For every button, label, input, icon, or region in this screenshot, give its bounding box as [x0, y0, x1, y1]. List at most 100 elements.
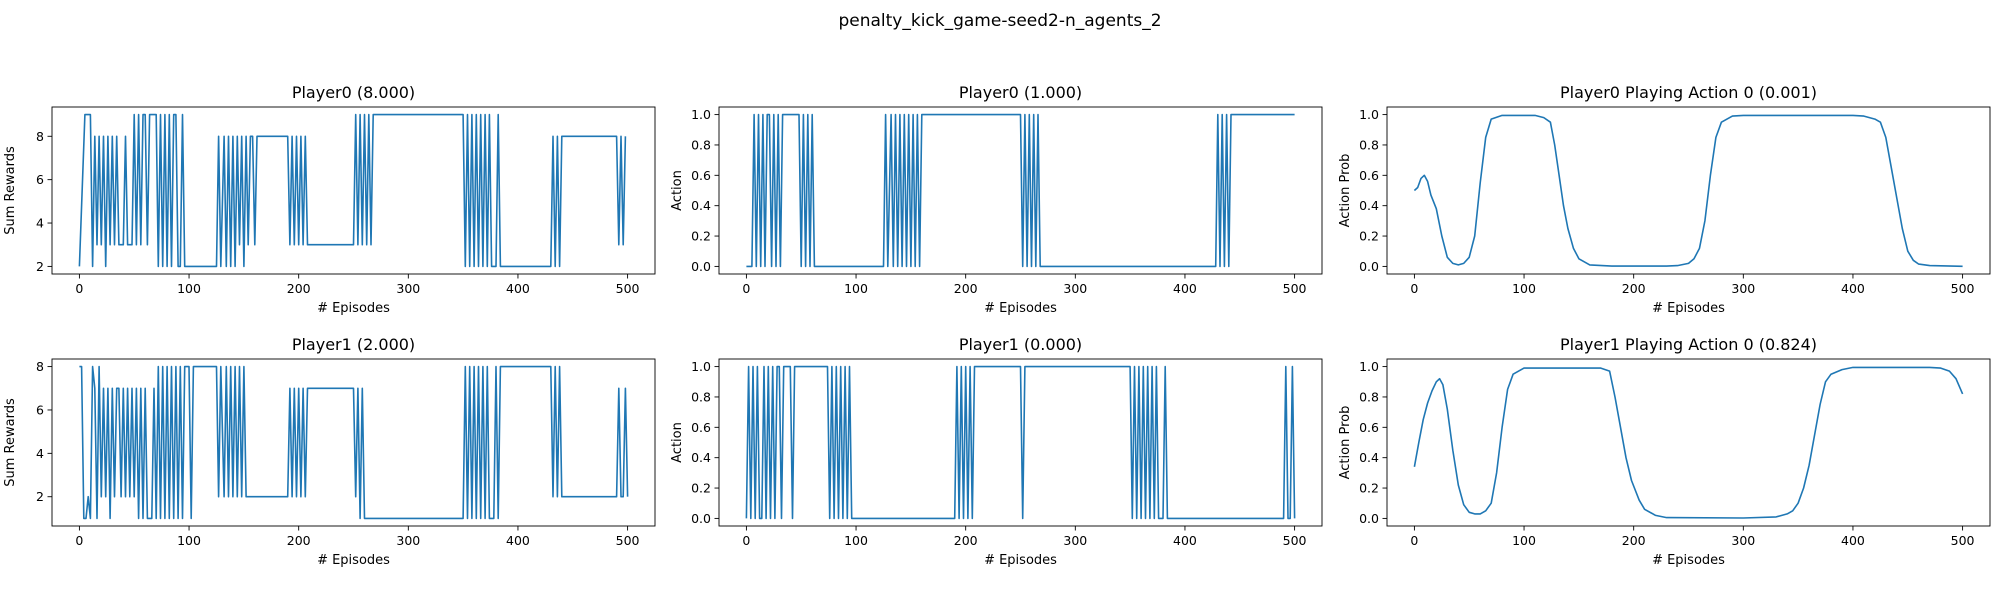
- x-tick-label: 500: [1283, 533, 1307, 548]
- y-tick-label: 0.6: [1359, 168, 1379, 183]
- y-tick-label: 0.0: [1359, 259, 1379, 274]
- y-axis-label: Action Prob: [1338, 406, 1353, 480]
- x-tick-label: 300: [1063, 281, 1087, 296]
- subplot-2: 0 100 200 300 400 500 0.0 0.2 0.4 0.6 0.8 1.0 Player…: [1338, 83, 1991, 316]
- x-tick-label: 200: [1622, 281, 1646, 296]
- series-line: [746, 113, 1295, 268]
- x-axis-label: # Episodes: [1652, 553, 1725, 568]
- y-tick-label: 4: [36, 446, 44, 461]
- y-tick-label: 0.2: [691, 229, 711, 244]
- x-tick-label: 400: [1841, 281, 1865, 296]
- x-tick-label: 100: [844, 281, 868, 296]
- y-tick-label: 0.4: [691, 450, 711, 465]
- y-tick-label: 0.8: [1359, 389, 1379, 404]
- axes-frame: [1386, 358, 1991, 527]
- x-tick-label: 200: [287, 281, 311, 296]
- y-tick-label: 6: [36, 172, 44, 187]
- y-tick-label: 0.0: [1359, 511, 1379, 526]
- x-tick-label: 0: [742, 533, 750, 548]
- x-tick-label: 0: [1410, 533, 1418, 548]
- axes-frame: [1386, 106, 1991, 275]
- y-tick-label: 1.0: [691, 107, 711, 122]
- y-tick-label: 0.2: [691, 481, 711, 496]
- x-tick-label: 500: [616, 281, 640, 296]
- y-tick-label: 0.8: [1359, 137, 1379, 152]
- y-axis-label: Action: [670, 170, 685, 211]
- y-tick-label: 0.2: [1359, 481, 1379, 496]
- x-tick-label: 0: [75, 281, 83, 296]
- y-tick-label: 0.0: [691, 511, 711, 526]
- y-tick-label: 1.0: [1359, 107, 1379, 122]
- subplot-0: 0 100 200 300 400 500 2 4 6 8 Player0 (8.000) # Epi…: [3, 83, 656, 316]
- axes-frame: [51, 106, 656, 275]
- y-tick-label: 0.4: [691, 198, 711, 213]
- subplot-title: Player0 (1.000): [959, 83, 1082, 102]
- x-axis-label: # Episodes: [1652, 301, 1725, 316]
- x-tick-label: 0: [75, 533, 83, 548]
- y-axis-label: Sum Rewards: [3, 146, 18, 235]
- y-axis-label: Action: [670, 422, 685, 463]
- subplot-5: 0 100 200 300 400 500 0.0 0.2 0.4 0.6 0.8 1.0 Player…: [1338, 335, 1991, 568]
- x-tick-label: 200: [954, 533, 978, 548]
- y-tick-label: 8: [36, 359, 44, 374]
- x-axis-label: # Episodes: [984, 553, 1057, 568]
- x-tick-label: 300: [396, 281, 420, 296]
- x-tick-label: 300: [1731, 533, 1755, 548]
- x-tick-label: 400: [506, 281, 530, 296]
- y-tick-label: 0.8: [691, 137, 711, 152]
- x-tick-label: 500: [1283, 281, 1307, 296]
- x-tick-label: 0: [742, 281, 750, 296]
- y-tick-label: 0.4: [1359, 450, 1379, 465]
- y-tick-label: 0.0: [691, 259, 711, 274]
- x-tick-label: 100: [177, 533, 201, 548]
- subplot-title: Player0 (8.000): [292, 83, 415, 102]
- y-tick-label: 0.6: [691, 420, 711, 435]
- y-tick-label: 1.0: [691, 359, 711, 374]
- y-axis-label: Sum Rewards: [3, 398, 18, 487]
- subplot-title: Player1 (0.000): [959, 335, 1082, 354]
- x-tick-label: 200: [287, 533, 311, 548]
- subplot-title: Player0 Playing Action 0 (0.001): [1560, 83, 1817, 102]
- y-axis-label: Action Prob: [1338, 154, 1353, 228]
- x-tick-label: 400: [1173, 281, 1197, 296]
- x-tick-label: 400: [506, 533, 530, 548]
- axes-frame: [718, 358, 1323, 527]
- y-tick-label: 1.0: [1359, 359, 1379, 374]
- x-tick-label: 100: [1512, 281, 1536, 296]
- x-tick-label: 300: [1063, 533, 1087, 548]
- x-tick-label: 100: [1512, 533, 1536, 548]
- x-tick-label: 100: [177, 281, 201, 296]
- axes-frame: [718, 106, 1323, 275]
- series-line: [1413, 366, 1964, 519]
- x-axis-label: # Episodes: [317, 553, 390, 568]
- figure-suptitle: penalty_kick_game-seed2-n_agents_2: [838, 11, 1161, 31]
- subplot-1: 0 100 200 300 400 500 0.0 0.2 0.4 0.6 0.8 1.0 Player…: [670, 83, 1323, 316]
- series-line: [79, 365, 629, 520]
- x-tick-label: 0: [1410, 281, 1418, 296]
- x-tick-label: 100: [844, 533, 868, 548]
- y-tick-label: 2: [36, 489, 44, 504]
- x-axis-label: # Episodes: [317, 301, 390, 316]
- subplot-3: 0 100 200 300 400 500 2 4 6 8 Player1 (2.000) # Epi…: [3, 335, 656, 568]
- x-tick-label: 400: [1173, 533, 1197, 548]
- x-tick-label: 200: [954, 281, 978, 296]
- series-line: [745, 365, 1296, 520]
- x-tick-label: 500: [616, 533, 640, 548]
- series-line: [1413, 114, 1963, 268]
- y-tick-label: 0.6: [1359, 420, 1379, 435]
- x-tick-label: 300: [396, 533, 420, 548]
- x-tick-label: 400: [1841, 533, 1865, 548]
- subplot-title: Player1 Playing Action 0 (0.824): [1560, 335, 1817, 354]
- y-tick-label: 0.2: [1359, 229, 1379, 244]
- x-tick-label: 500: [1951, 533, 1975, 548]
- y-tick-label: 4: [36, 216, 44, 231]
- x-tick-label: 300: [1731, 281, 1755, 296]
- x-axis-label: # Episodes: [984, 301, 1057, 316]
- series-line: [78, 113, 627, 268]
- y-tick-label: 0.6: [691, 168, 711, 183]
- y-tick-label: 8: [36, 129, 44, 144]
- axes-frame: [51, 358, 656, 527]
